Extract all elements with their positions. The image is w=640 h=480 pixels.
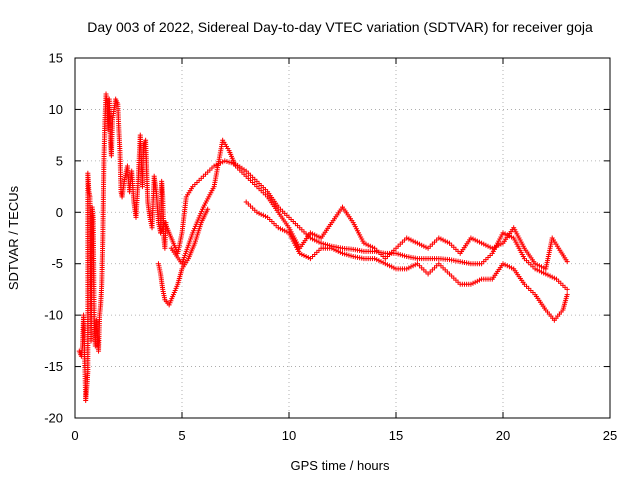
x-axis-label: GPS time / hours bbox=[291, 458, 390, 473]
plot-frame bbox=[74, 57, 611, 419]
x-tick-label: 15 bbox=[389, 428, 403, 443]
x-tick-label: 5 bbox=[178, 428, 185, 443]
y-tick-label: 0 bbox=[56, 205, 63, 220]
x-tick-label: 0 bbox=[71, 428, 78, 443]
data-point-lower-track bbox=[564, 292, 570, 298]
y-tick-label: 5 bbox=[56, 153, 63, 168]
data-point-lower-arc bbox=[205, 206, 211, 212]
data-point-upper-track bbox=[564, 286, 570, 292]
y-tick-label: -5 bbox=[51, 256, 63, 271]
y-tick-label: 15 bbox=[49, 51, 63, 66]
x-tick-label: 10 bbox=[282, 428, 296, 443]
y-tick-label: 10 bbox=[49, 102, 63, 117]
y-tick-label: -20 bbox=[44, 411, 63, 426]
data-point-middle-track bbox=[564, 259, 570, 265]
grid-lines bbox=[75, 58, 610, 418]
y-axis-label: SDTVAR / TECUs bbox=[6, 185, 21, 290]
x-tick-label: 25 bbox=[603, 428, 617, 443]
axis-ticks: 0 5 10 15 20 25 -20 -15 -10 -5 0 5 10 15 bbox=[44, 51, 617, 444]
x-tick-label: 20 bbox=[496, 428, 510, 443]
y-tick-label: -10 bbox=[44, 308, 63, 323]
chart-title: Day 003 of 2022, Sidereal Day-to-day VTE… bbox=[87, 19, 593, 35]
y-tick-label: -15 bbox=[44, 359, 63, 374]
data-points bbox=[76, 91, 570, 404]
